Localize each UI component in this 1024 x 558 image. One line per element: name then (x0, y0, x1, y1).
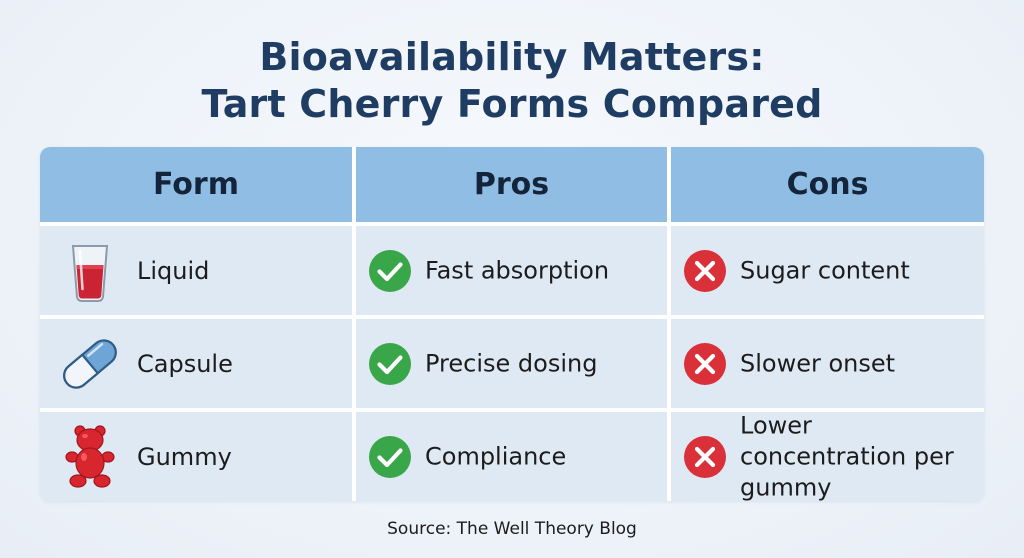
form-label: Liquid (137, 256, 210, 285)
table-row-capsule-form: Capsule (40, 319, 352, 408)
glass-of-juice-icon (71, 244, 109, 302)
con-text: Lower concentration per gummy (740, 411, 954, 501)
green-check-circle-icon (369, 435, 411, 478)
table-row-liquid-con: Sugar content (671, 226, 984, 315)
red-x-circle-icon (684, 342, 726, 385)
pro-text: Fast absorption (425, 256, 610, 284)
table-row-liquid-pro: Fast absorption (356, 226, 667, 315)
header-pros: Pros (356, 147, 667, 222)
comparison-table: Form Pros Cons Liquid Fast absorption (40, 147, 984, 501)
table-row-capsule-pro: Precise dosing (356, 319, 667, 408)
title-line-2: Tart Cherry Forms Compared (201, 82, 823, 126)
con-text: Slower onset (740, 349, 896, 377)
source-caption: Source: The Well Theory Blog (387, 519, 637, 539)
pro-text: Compliance (425, 442, 567, 470)
table-row-gummy-con: Lower concentration per gummy (671, 411, 984, 501)
red-x-circle-icon (684, 435, 726, 478)
header-form: Form (40, 147, 352, 222)
title-line-1: Bioavailability Matters: (259, 35, 765, 79)
table-row-gummy-form: Gummy (40, 412, 352, 501)
form-label: Gummy (137, 442, 232, 471)
gummy-bear-icon (65, 424, 115, 488)
pro-text: Precise dosing (425, 349, 598, 377)
green-check-circle-icon (369, 249, 411, 292)
form-label: Capsule (137, 349, 233, 378)
header-cons: Cons (671, 147, 984, 222)
red-x-circle-icon (684, 249, 726, 292)
capsule-icon (63, 338, 117, 389)
green-check-circle-icon (369, 342, 411, 385)
table-row-gummy-pro: Compliance (356, 412, 667, 501)
table-row-capsule-con: Slower onset (671, 319, 984, 408)
table-row-liquid-form: Liquid (40, 226, 352, 315)
con-text: Sugar content (740, 256, 910, 284)
